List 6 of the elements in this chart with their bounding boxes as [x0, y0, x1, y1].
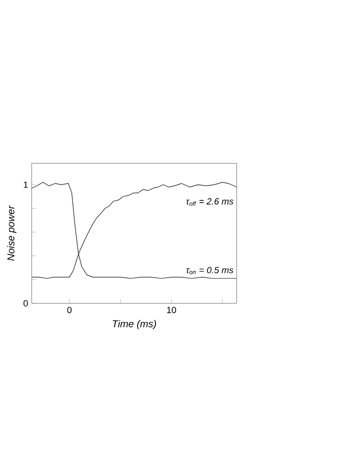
y-axis-title: Noise power: [7, 205, 16, 261]
x-axis-title: Time (ms): [112, 320, 156, 330]
x-tick-label: 10: [167, 306, 176, 314]
series-label: τ$_{on}$ = 0.5 ms: [186, 266, 234, 274]
series-label: τ$_{off}$ = 2.6 ms: [186, 198, 234, 206]
y-tick-label: 1: [24, 182, 28, 188]
